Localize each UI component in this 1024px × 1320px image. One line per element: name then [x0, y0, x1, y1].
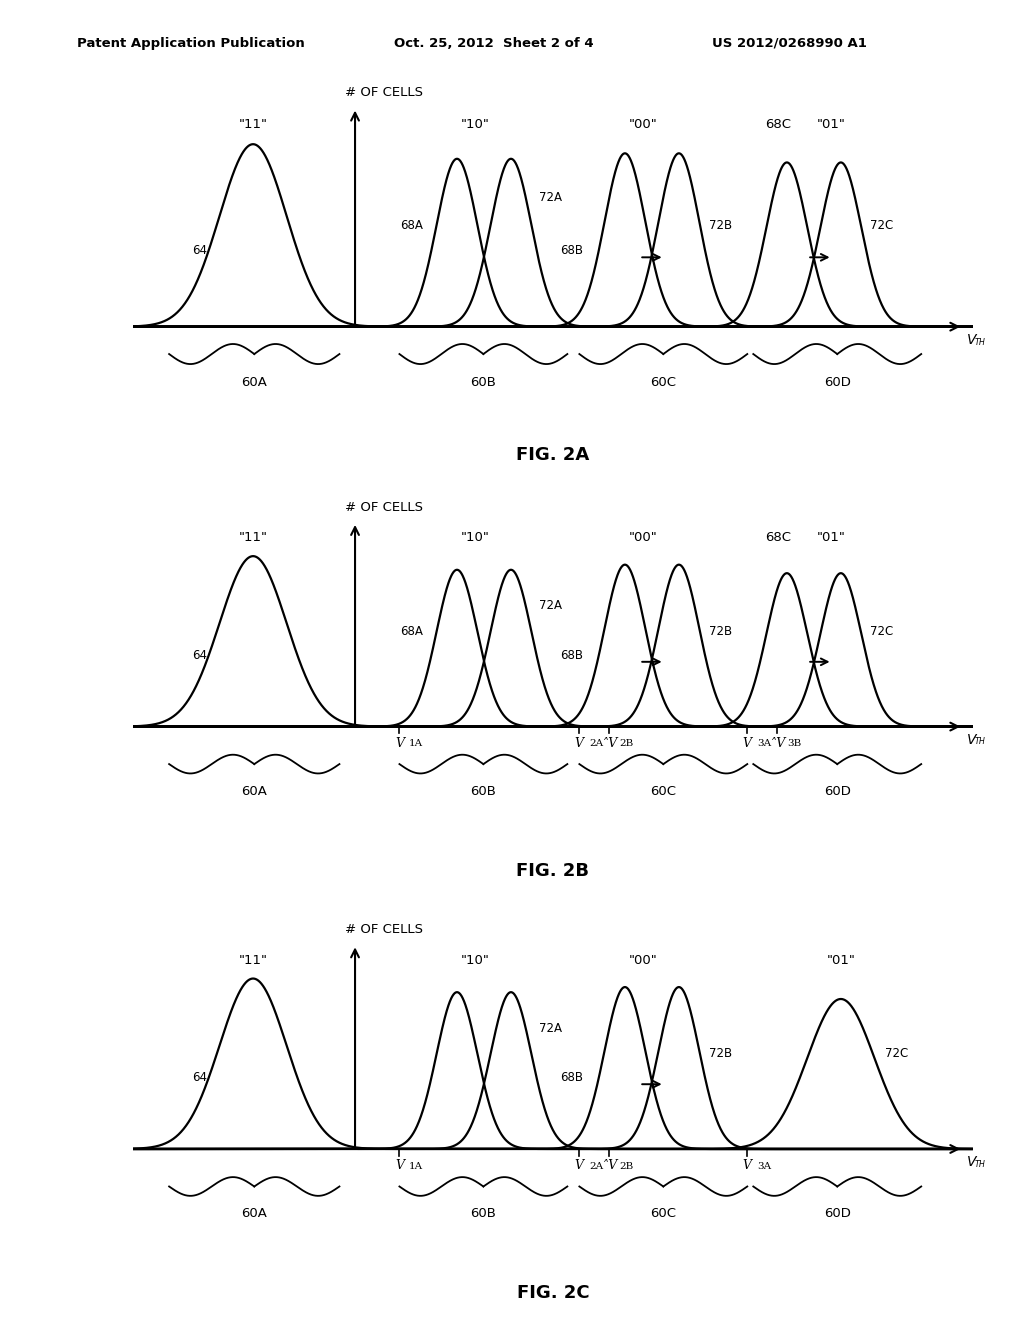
- Text: ˄V: ˄V: [602, 1159, 617, 1172]
- Text: "00": "00": [629, 119, 657, 132]
- Text: 2A: 2A: [589, 1162, 603, 1171]
- Text: 68B: 68B: [560, 649, 583, 661]
- Text: $_{TH}$: $_{TH}$: [974, 1159, 986, 1171]
- Text: 60D: 60D: [824, 784, 851, 797]
- Text: 60C: 60C: [650, 376, 676, 389]
- Text: US 2012/0268990 A1: US 2012/0268990 A1: [712, 37, 866, 50]
- Text: 72C: 72C: [869, 219, 893, 232]
- Text: V: V: [742, 737, 752, 750]
- Text: 60D: 60D: [824, 1206, 851, 1220]
- Text: ˄V: ˄V: [602, 737, 617, 750]
- Text: $_{TH}$: $_{TH}$: [974, 737, 986, 748]
- Text: 64: 64: [193, 1072, 208, 1084]
- Text: 64: 64: [193, 649, 208, 661]
- Text: FIG. 2A: FIG. 2A: [516, 446, 590, 465]
- Text: 60B: 60B: [470, 784, 497, 797]
- Text: 68C: 68C: [766, 119, 792, 132]
- Text: "00": "00": [629, 953, 657, 966]
- Text: 60A: 60A: [242, 784, 267, 797]
- Text: 60B: 60B: [470, 1206, 497, 1220]
- Text: 68B: 68B: [560, 1072, 583, 1084]
- Text: 1A: 1A: [409, 739, 423, 748]
- Text: # OF CELLS: # OF CELLS: [345, 923, 424, 936]
- Text: "10": "10": [461, 531, 489, 544]
- Text: 72A: 72A: [539, 599, 561, 612]
- Text: "11": "11": [239, 531, 267, 544]
- Text: "00": "00": [629, 531, 657, 544]
- Text: 68A: 68A: [400, 219, 423, 232]
- Text: 72C: 72C: [869, 624, 893, 638]
- Text: 72C: 72C: [885, 1047, 908, 1060]
- Text: 64: 64: [193, 244, 208, 257]
- Text: 3A: 3A: [757, 1162, 771, 1171]
- Text: 2B: 2B: [618, 1162, 633, 1171]
- Text: 72A: 72A: [539, 191, 561, 205]
- Text: "01": "01": [826, 953, 855, 966]
- Text: 60C: 60C: [650, 1206, 676, 1220]
- Text: 2B: 2B: [618, 739, 633, 748]
- Text: # OF CELLS: # OF CELLS: [345, 86, 424, 99]
- Text: FIG. 2B: FIG. 2B: [516, 862, 590, 880]
- Text: "01": "01": [817, 531, 846, 544]
- Text: 68A: 68A: [400, 624, 423, 638]
- Text: $_{TH}$: $_{TH}$: [974, 337, 986, 348]
- Text: V: V: [574, 737, 584, 750]
- Text: 60A: 60A: [242, 1206, 267, 1220]
- Text: "10": "10": [461, 953, 489, 966]
- Text: V: V: [395, 737, 403, 750]
- Text: $V$: $V$: [966, 733, 978, 747]
- Text: 60C: 60C: [650, 784, 676, 797]
- Text: "11": "11": [239, 119, 267, 132]
- Text: $V$: $V$: [966, 333, 978, 347]
- Text: FIG. 2C: FIG. 2C: [517, 1284, 589, 1303]
- Text: V: V: [395, 1159, 403, 1172]
- Text: "10": "10": [461, 119, 489, 132]
- Text: $V$: $V$: [966, 1155, 978, 1170]
- Text: 1A: 1A: [409, 1162, 423, 1171]
- Text: 68C: 68C: [766, 531, 792, 544]
- Text: 72B: 72B: [709, 624, 732, 638]
- Text: 60B: 60B: [470, 376, 497, 389]
- Text: "11": "11": [239, 953, 267, 966]
- Text: V: V: [574, 1159, 584, 1172]
- Text: V: V: [742, 1159, 752, 1172]
- Text: 3B: 3B: [786, 739, 801, 748]
- Text: 60A: 60A: [242, 376, 267, 389]
- Text: ˄V: ˄V: [770, 737, 785, 750]
- Text: 60D: 60D: [824, 376, 851, 389]
- Text: 3A: 3A: [757, 739, 771, 748]
- Text: Oct. 25, 2012  Sheet 2 of 4: Oct. 25, 2012 Sheet 2 of 4: [394, 37, 594, 50]
- Text: "01": "01": [817, 119, 846, 132]
- Text: Patent Application Publication: Patent Application Publication: [77, 37, 304, 50]
- Text: 68B: 68B: [560, 244, 583, 257]
- Text: 2A: 2A: [589, 739, 603, 748]
- Text: 72A: 72A: [539, 1022, 561, 1035]
- Text: # OF CELLS: # OF CELLS: [345, 500, 424, 513]
- Text: 72B: 72B: [709, 219, 732, 232]
- Text: 72B: 72B: [709, 1047, 732, 1060]
